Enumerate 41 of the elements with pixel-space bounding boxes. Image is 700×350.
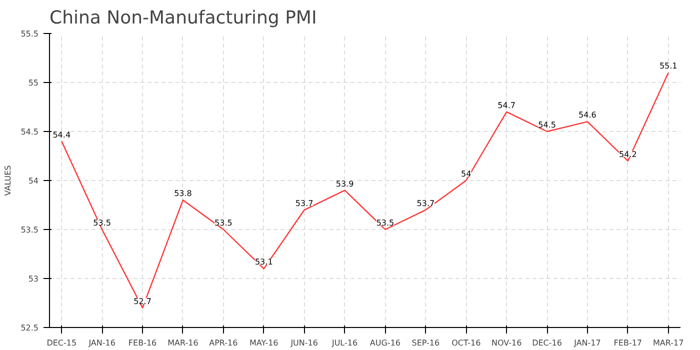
x-tick-label: FEB-17 [614,338,642,348]
data-label: 53.5 [376,218,394,228]
y-tick-label: 55 [28,78,39,88]
data-label: 53.5 [214,218,232,228]
x-tick-label: SEP-16 [412,338,440,348]
data-label: 54.5 [538,120,556,130]
x-tick-label: MAR-17 [653,338,684,348]
data-label: 54.2 [619,150,637,159]
x-tick-label: JUN-16 [290,338,318,348]
x-tick-label: AUG-16 [370,338,401,348]
y-tick-label: 54.5 [20,128,38,136]
chart-title: China Non-Manufacturing PMI [50,8,317,28]
x-tick-label: JUL-16 [330,338,358,348]
data-label: 55.1 [659,62,678,71]
data-label: 54.7 [498,100,516,110]
data-label: 53.9 [336,179,354,188]
x-tick-label: OCT-16 [452,338,481,348]
data-label: 53.5 [93,218,111,228]
x-tick-label: NOV-16 [491,338,522,348]
data-label: 54.4 [52,130,71,140]
data-label: 53.7 [416,198,435,208]
y-tick-label: 53 [28,274,39,284]
x-tick-label: APR-16 [209,338,238,348]
y-tick-label: 55.5 [20,30,38,38]
y-axis-title: VALUES [4,165,13,196]
data-label: 53.8 [174,189,192,198]
x-tick-label: DEC-15 [46,338,77,348]
y-tick-label: 54 [28,176,39,186]
x-tick-label: JAN-16 [88,338,116,348]
data-label: 52.7 [134,296,152,306]
data-label: 54.6 [578,110,596,120]
y-tick-label: 52.5 [20,324,38,332]
y-tick-label: 53.5 [20,226,38,234]
x-tick-label: MAY-16 [250,338,278,348]
data-label: 53.7 [295,198,314,208]
x-tick-label: JAN-17 [573,338,601,348]
x-tick-label: DEC-16 [532,338,562,348]
x-tick-label: MAR-16 [168,338,198,348]
x-tick-label: FEB-16 [128,338,157,348]
data-label: 54 [461,170,472,178]
data-label: 53.1 [254,258,273,267]
